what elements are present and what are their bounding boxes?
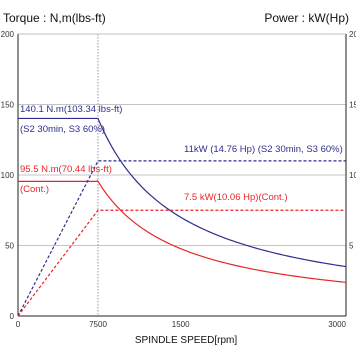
x-tick-label-1: 7500 — [89, 320, 107, 329]
x-tick-label-2: 1500 — [172, 320, 190, 329]
annotations: 140.1 N.m(103.34 lbs-ft) (S2 30min, S3 60… — [20, 104, 343, 203]
annotation-0: 140.1 N.m(103.34 lbs-ft) — [20, 104, 122, 115]
annotation-4: (Cont.) — [20, 184, 49, 195]
series-line-torque-cont — [18, 179, 347, 283]
left-axis-title: Torque : N,m(lbs-ft) — [3, 11, 106, 25]
annotation-3: 95.5 N.m(70.44 lbs-ft) — [20, 164, 112, 175]
right-tick-label-2: 15 — [349, 101, 356, 110]
y-tick-label-2: 100 — [1, 171, 15, 180]
x-tick-label-0: 0 — [16, 320, 21, 329]
right-tick-label-0: 5 — [349, 242, 354, 251]
plot-frame — [17, 33, 347, 317]
annotation-2: 11kW (14.76 Hp) (S2 30min, S3 60%) — [184, 144, 343, 155]
y-tick-label-3: 150 — [1, 101, 15, 110]
y-tick-label-1: 50 — [5, 242, 14, 251]
x-tick-label-3: 3000 — [328, 320, 346, 329]
series-line-power-cont — [17, 209, 346, 317]
series-line-torque-s2 — [18, 117, 347, 268]
y-tick-label-0: 0 — [10, 312, 15, 321]
annotation-1: (S2 30min, S3 60%) — [20, 124, 105, 135]
right-tick-label-3: 20 — [349, 30, 356, 39]
right-tick-label-1: 10 — [349, 171, 356, 180]
x-axis-title: SPINDLE SPEED[rpm] — [135, 335, 237, 346]
series-group — [17, 117, 347, 317]
y-tick-label-4: 200 — [1, 30, 15, 39]
right-axis-title: Power : kW(Hp) — [264, 11, 349, 25]
annotation-5: 7.5 kW(10.06 Hp)(Cont.) — [184, 192, 287, 203]
